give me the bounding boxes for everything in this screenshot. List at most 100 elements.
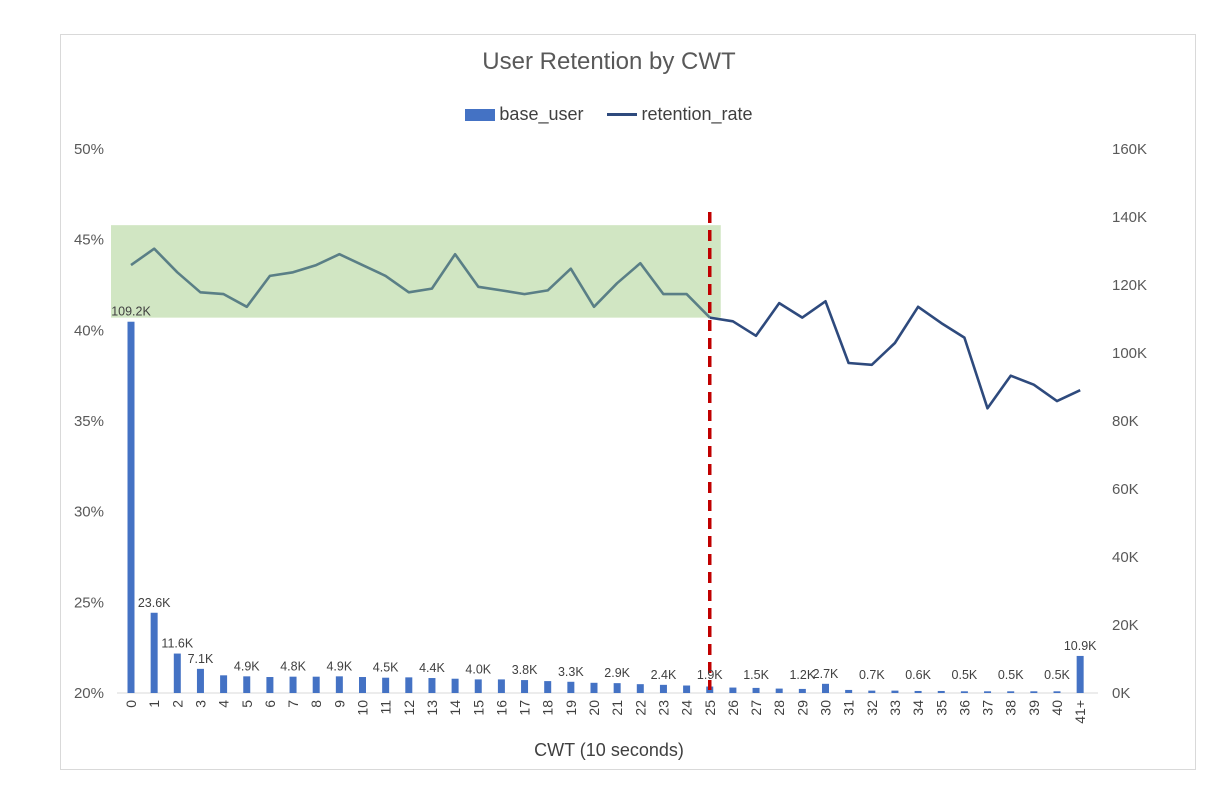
bar <box>521 680 529 693</box>
x-tick-label: 3 <box>192 700 208 708</box>
y-right-tick-label: 80K <box>1112 413 1139 430</box>
x-tick-label: 11 <box>378 700 394 715</box>
bar <box>1007 691 1015 693</box>
x-tick-label: 9 <box>331 700 347 708</box>
x-tick-label: 6 <box>262 700 278 708</box>
x-tick-label: 22 <box>632 700 648 716</box>
bar <box>196 668 204 693</box>
bar <box>173 653 181 693</box>
bar <box>636 684 644 693</box>
legend-swatch-line <box>607 113 638 116</box>
x-tick-label: 21 <box>609 700 625 716</box>
x-tick-label: 27 <box>748 700 764 716</box>
y-right-tick-label: 40K <box>1112 549 1139 566</box>
bar <box>266 677 274 693</box>
y-right-tick-label: 60K <box>1112 481 1139 498</box>
y-right-tick-label: 160K <box>1112 141 1147 158</box>
data-label: 3.3K <box>558 665 584 679</box>
bar <box>428 678 436 693</box>
x-tick-label: 33 <box>887 700 903 716</box>
x-tick-label: 23 <box>655 700 671 716</box>
bar <box>960 691 968 693</box>
bar <box>544 681 552 693</box>
bar <box>775 688 783 693</box>
bar <box>312 676 320 693</box>
x-tick-label: 39 <box>1026 700 1042 716</box>
bar <box>1076 655 1084 693</box>
data-label: 0.5K <box>952 668 978 682</box>
x-tick-label: 13 <box>424 700 440 716</box>
x-tick-label: 20 <box>586 700 602 716</box>
x-tick-label: 35 <box>933 700 949 716</box>
y-left-tick-label: 35% <box>74 413 104 430</box>
y-right-tick-label: 120K <box>1112 277 1147 294</box>
x-tick-label: 25 <box>702 700 718 716</box>
bar <box>150 612 158 693</box>
x-axis-title: CWT (10 seconds) <box>534 740 684 760</box>
data-label: 2.4K <box>651 668 677 682</box>
y-right-tick-label: 140K <box>1112 209 1147 226</box>
x-tick-label: 2 <box>169 700 185 708</box>
data-label: 2.9K <box>604 666 630 680</box>
data-label: 1.5K <box>743 668 769 682</box>
bar <box>729 687 737 693</box>
bar <box>127 321 135 693</box>
data-label: 7.1K <box>188 652 214 666</box>
bar <box>289 676 297 693</box>
chart-legend: base_user retention_rate <box>0 104 1218 125</box>
data-label: 23.6K <box>138 596 171 610</box>
x-tick-label: 5 <box>239 700 255 708</box>
bar <box>1030 691 1038 693</box>
bar <box>1053 691 1061 693</box>
data-label: 4.4K <box>419 661 445 675</box>
data-label: 4.5K <box>373 661 399 675</box>
bar <box>497 679 505 693</box>
y-right-tick-label: 0K <box>1112 685 1130 702</box>
bar <box>220 675 228 693</box>
x-tick-label: 30 <box>818 700 834 716</box>
x-tick-label: 8 <box>308 700 324 708</box>
legend-swatch-bar <box>465 108 496 121</box>
x-tick-label: 24 <box>679 700 695 716</box>
bar <box>359 677 366 693</box>
bar <box>613 683 621 693</box>
x-tick-label: 7 <box>285 700 301 708</box>
legend-label-retention-rate: retention_rate <box>641 104 753 124</box>
x-tick-label: 41+ <box>1072 700 1088 724</box>
x-tick-label: 32 <box>864 700 880 716</box>
data-label: 109.2K <box>111 305 151 319</box>
x-tick-label: 34 <box>910 700 926 716</box>
x-tick-label: 10 <box>355 700 371 716</box>
bar <box>798 688 806 693</box>
data-label: 4.9K <box>326 659 352 673</box>
data-label: 1.2K <box>789 668 815 682</box>
bar <box>891 690 899 693</box>
y-left-tick-label: 25% <box>74 594 104 611</box>
x-tick-label: 0 <box>123 700 139 708</box>
bar <box>937 690 945 693</box>
retention-line-highlighted <box>130 247 711 319</box>
x-tick-label: 36 <box>956 700 972 716</box>
bar <box>567 681 575 693</box>
data-label: 11.6K <box>161 637 193 651</box>
data-label: 0.5K <box>998 668 1024 682</box>
bar <box>382 677 390 693</box>
y-left-tick-label: 45% <box>74 232 104 249</box>
y-left-tick-label: 20% <box>74 685 104 702</box>
data-label: 4.9K <box>234 659 260 673</box>
data-label: 0.6K <box>905 668 931 682</box>
x-tick-label: 16 <box>493 700 509 716</box>
y-left-tick-label: 30% <box>74 504 104 521</box>
x-tick-label: 26 <box>725 700 741 716</box>
bar <box>590 682 598 693</box>
x-tick-label: 29 <box>794 700 810 716</box>
x-tick-label: 38 <box>1003 700 1019 716</box>
bar <box>914 690 922 693</box>
x-tick-label: 19 <box>563 700 579 716</box>
x-tick-label: 37 <box>980 700 996 716</box>
bar <box>868 690 876 693</box>
data-label: 1.9K <box>697 668 723 682</box>
x-tick-label: 40 <box>1049 700 1065 716</box>
bar <box>984 691 992 693</box>
